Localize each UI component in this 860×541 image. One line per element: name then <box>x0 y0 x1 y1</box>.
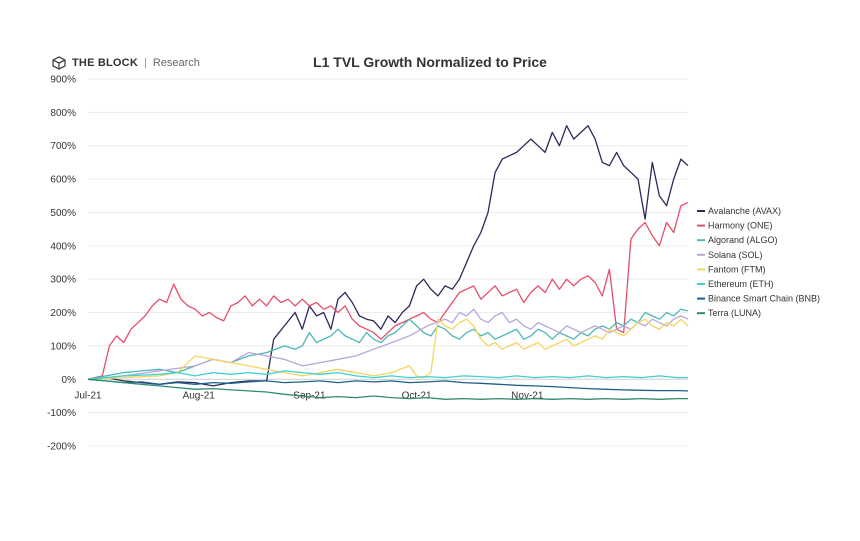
y-axis: -200% -100% 0% 100% 200% 300% 400% 500% 600% 700%… <box>47 75 76 453</box>
x-tick-label: Aug-21 <box>183 390 216 401</box>
chart-title: L1 TVL Growth Normalized to Price <box>313 54 547 70</box>
x-tick-label: Jul-21 <box>74 390 102 401</box>
y-tick-label: -100% <box>47 408 76 419</box>
brand-subtitle: Research <box>152 57 200 69</box>
series-line <box>87 308 689 380</box>
brand-separator: | <box>143 57 147 69</box>
legend-label: Harmony (ONE) <box>708 221 773 231</box>
y-tick-label: 600% <box>50 175 76 186</box>
brand: THE BLOCK | Research <box>52 56 200 70</box>
series-line <box>87 201 689 380</box>
legend-label: Terra (LUNA) <box>708 308 761 318</box>
y-tick-label: 100% <box>50 341 76 352</box>
x-axis: Jul-21 Aug-21 Sep-21 Oct-21 Nov-21 <box>74 390 543 401</box>
y-tick-label: 900% <box>50 75 76 86</box>
series-lines <box>87 125 689 400</box>
series-line <box>87 318 689 380</box>
legend-label: Ethereum (ETH) <box>708 279 774 289</box>
y-tick-label: 800% <box>50 108 76 119</box>
y-tick-label: -200% <box>47 442 76 453</box>
y-tick-label: 200% <box>50 308 76 319</box>
series-line <box>87 370 688 380</box>
y-tick-label: 0% <box>62 375 77 386</box>
series-line <box>87 308 689 380</box>
cube-logo-icon <box>52 56 66 70</box>
y-tick-label: 500% <box>50 208 76 219</box>
legend-label: Solana (SOL) <box>708 250 763 260</box>
legend-label: Algorand (ALGO) <box>708 235 778 245</box>
series-line <box>87 125 689 387</box>
x-tick-label: Oct-21 <box>402 390 432 401</box>
y-tick-label: 300% <box>50 275 76 286</box>
legend: Avalanche (AVAX) Harmony (ONE) Algorand (A… <box>697 206 820 318</box>
brand-name: THE BLOCK <box>72 57 138 69</box>
legend-label: Avalanche (AVAX) <box>708 206 781 216</box>
series-line <box>87 378 689 392</box>
y-tick-label: 700% <box>50 141 76 152</box>
series-line <box>87 378 688 400</box>
x-tick-label: Sep-21 <box>293 390 326 401</box>
y-tick-label: 400% <box>50 241 76 252</box>
gridlines <box>88 78 688 447</box>
x-tick-label: Nov-21 <box>511 390 544 401</box>
legend-label: Fantom (FTM) <box>708 264 766 274</box>
legend-label: Binance Smart Chain (BNB) <box>708 294 820 304</box>
